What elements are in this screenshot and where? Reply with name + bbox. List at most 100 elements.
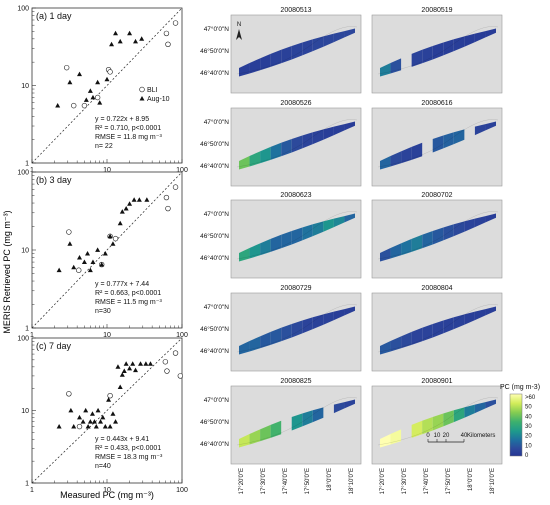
lake-segment xyxy=(239,63,250,77)
point-bli xyxy=(107,393,113,399)
point-aug-10 xyxy=(133,38,139,44)
stats-annotation: n=40 xyxy=(95,463,111,470)
point-aug-10 xyxy=(55,103,61,108)
lake-segment xyxy=(333,31,345,43)
point-bli xyxy=(63,64,70,71)
lake-segment xyxy=(474,402,486,414)
panel-title: (a) 1 day xyxy=(36,11,72,21)
lake-segment xyxy=(443,224,454,241)
point-bli xyxy=(66,229,72,235)
legend-label: Aug-10 xyxy=(147,96,170,103)
point-bli xyxy=(107,69,113,75)
colorbar-tick-label: 20 xyxy=(525,434,532,440)
latitude-label: 47°0'0"N xyxy=(204,25,230,33)
point-bli xyxy=(71,102,77,109)
lake-segment xyxy=(239,248,250,262)
latitude-label: 46°50'0"N xyxy=(200,325,229,333)
map-frame xyxy=(371,199,503,279)
lake-segment xyxy=(249,243,261,259)
latitude-label: 47°0'0"N xyxy=(204,118,230,126)
scalebar-tick-label: 0 xyxy=(426,433,430,439)
legend-marker xyxy=(139,86,145,93)
lake-segment xyxy=(432,320,444,338)
map-date-title: 20080825 xyxy=(280,378,311,385)
point-aug-10 xyxy=(100,414,106,420)
point-aug-10 xyxy=(68,407,74,413)
point-aug-10 xyxy=(119,209,125,214)
point-bli xyxy=(164,368,170,374)
stats-annotation: n= 22 xyxy=(95,143,113,150)
point-aug-10 xyxy=(83,407,89,413)
lake-segment xyxy=(453,221,465,237)
point-aug-10 xyxy=(90,259,96,264)
x-tick-label: 10 xyxy=(103,167,111,174)
longitude-label: 18°0'0"E xyxy=(327,468,333,491)
latitude-label: 46°40'0"N xyxy=(200,162,229,170)
lake-segment xyxy=(411,49,423,67)
point-bli xyxy=(172,20,179,26)
point-bli xyxy=(172,184,179,190)
point-aug-10 xyxy=(121,368,127,373)
lake-segment xyxy=(333,124,345,136)
x-tick-label: 10 xyxy=(103,487,111,494)
lake-segment xyxy=(291,135,303,153)
point-aug-10 xyxy=(119,372,125,377)
point-aug-10 xyxy=(67,79,73,85)
map-panel-20080804: 20080804 xyxy=(371,285,503,372)
point-aug-10 xyxy=(87,267,93,273)
point-bli xyxy=(163,30,170,37)
point-aug-10 xyxy=(80,419,86,424)
point-bli xyxy=(172,350,179,356)
point-aug-10 xyxy=(95,247,101,252)
lake-segment xyxy=(270,49,282,67)
stats-annotation: RMSE = 11.5 mg m⁻³ xyxy=(95,299,162,306)
lake-segment xyxy=(485,399,496,409)
panel-title: (c) 7 day xyxy=(36,341,72,351)
y-tick-label: 1 xyxy=(25,161,29,168)
lake-segment xyxy=(239,434,250,448)
lake-segment xyxy=(312,221,324,237)
point-aug-10 xyxy=(77,414,83,420)
lake-segment xyxy=(474,309,486,321)
point-aug-10 xyxy=(71,423,77,429)
lake-segment xyxy=(291,227,303,245)
lake-segment xyxy=(464,33,475,47)
lake-segment xyxy=(453,129,465,145)
y-tick-label: 100 xyxy=(17,170,29,177)
lake-segment xyxy=(270,327,282,345)
scalebar-unit: Kilometers xyxy=(467,433,495,439)
latitude-label: 46°50'0"N xyxy=(200,232,229,240)
lake-segment xyxy=(443,410,454,427)
lake-segment xyxy=(312,314,324,330)
point-aug-10 xyxy=(102,250,108,256)
stats-annotation: R² = 0.433, p<0.0001 xyxy=(95,445,161,452)
point-aug-10 xyxy=(130,361,136,366)
point-bli xyxy=(81,102,88,109)
point-aug-10 xyxy=(56,267,62,273)
lake-segment xyxy=(390,336,402,352)
lake-segment xyxy=(453,407,465,423)
lake-segment xyxy=(312,407,324,423)
lake-segment xyxy=(485,28,496,38)
lake-segment xyxy=(390,429,402,445)
point-aug-10 xyxy=(127,365,133,371)
point-aug-10 xyxy=(81,259,87,264)
lake-segment xyxy=(443,132,454,149)
colorbar-tick-label: 50 xyxy=(525,405,532,411)
lake-segment xyxy=(432,227,444,245)
point-bli xyxy=(165,41,171,48)
x-tick-label: 1 xyxy=(30,332,34,339)
lake-segment xyxy=(411,420,423,438)
longitude-label: 17°30'0"E xyxy=(261,468,267,494)
shared-x-axis-label: Measured PC (mg m⁻³) xyxy=(60,490,154,500)
point-aug-10 xyxy=(77,254,83,260)
x-tick-label: 1 xyxy=(30,487,34,494)
point-aug-10 xyxy=(56,423,62,429)
point-aug-10 xyxy=(87,419,93,424)
lake-outline xyxy=(377,26,499,75)
lake-segment xyxy=(344,121,355,131)
lake-segment xyxy=(333,216,345,228)
